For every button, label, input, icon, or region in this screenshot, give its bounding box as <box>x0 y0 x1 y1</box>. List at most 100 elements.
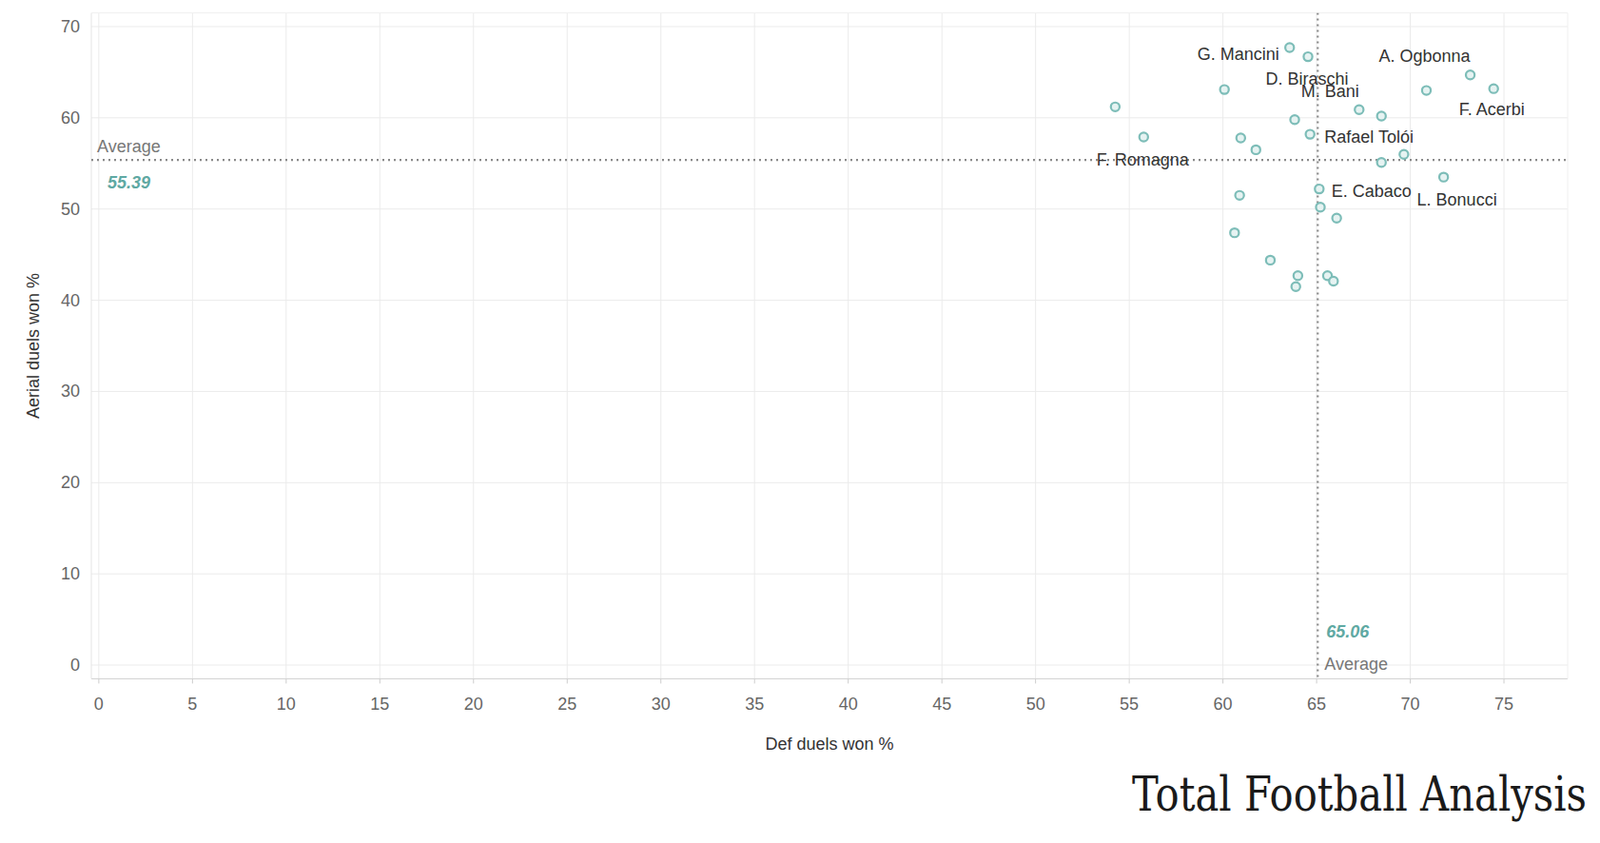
point <box>1399 150 1408 159</box>
x-grid-line <box>1129 13 1131 680</box>
x-grid-line <box>566 13 568 680</box>
point-label: F. Acerbi <box>1459 99 1525 119</box>
y-tick-label: 60 <box>60 108 80 128</box>
point <box>1332 214 1342 223</box>
x-grid-line <box>847 13 849 680</box>
x-tick <box>285 678 287 683</box>
x-tick-label: 35 <box>744 694 764 714</box>
point <box>1289 115 1299 124</box>
y-grid-line <box>91 390 1568 392</box>
x-tick-label: 0 <box>94 694 104 714</box>
point <box>1377 157 1386 167</box>
x-tick <box>1034 678 1036 683</box>
y-axis-line <box>91 13 93 680</box>
x-grid-line <box>1316 13 1318 680</box>
reference-lines <box>91 13 1568 680</box>
x-tick-label: 5 <box>187 694 197 714</box>
x-tick <box>566 678 568 683</box>
point <box>1306 129 1315 138</box>
x-grid-line <box>192 13 194 680</box>
x-tick <box>1503 678 1505 683</box>
x-tick-label: 15 <box>370 694 390 714</box>
y-grid-line <box>91 573 1568 575</box>
average-line <box>91 158 1568 161</box>
point <box>1285 42 1294 52</box>
y-tick-label: 30 <box>60 381 80 401</box>
average-label: Average <box>97 136 161 157</box>
x-tick-label: 10 <box>276 694 296 714</box>
y-grid-line <box>91 482 1568 484</box>
frame-top <box>91 12 1568 14</box>
y-grid-line <box>91 117 1568 118</box>
x-grid-line <box>379 13 381 680</box>
point-label: A. Ogbonna <box>1379 46 1472 66</box>
x-axis-line <box>91 678 1568 680</box>
point-label: G. Mancini <box>1197 44 1280 64</box>
grid <box>91 13 1568 684</box>
x-tick <box>941 678 943 683</box>
x-tick <box>847 678 849 683</box>
point <box>1422 85 1431 95</box>
x-grid-line <box>660 13 662 680</box>
point <box>1439 173 1448 182</box>
chart: 0510152025303540455055606570750102030405… <box>0 0 1600 843</box>
point-label: F. Romagna <box>1096 150 1191 170</box>
y-tick-label: 40 <box>60 291 80 311</box>
x-axis-title: Def duels won % <box>764 734 894 754</box>
x-grid-line <box>1409 13 1411 680</box>
x-tick <box>1316 678 1318 683</box>
point <box>1266 255 1275 265</box>
y-grid-line <box>91 299 1568 301</box>
x-grid-line <box>754 13 756 680</box>
x-tick-label: 60 <box>1213 694 1233 714</box>
x-tick <box>1129 678 1131 683</box>
point <box>1489 84 1499 94</box>
y-tick-label: 0 <box>70 655 80 675</box>
point-label: M. Bani <box>1301 81 1360 101</box>
point-label: Rafael Tolói <box>1324 127 1414 147</box>
x-tick <box>472 678 474 683</box>
x-grid-line <box>941 13 943 680</box>
y-grid-line <box>91 25 1568 27</box>
x-tick-label: 55 <box>1119 694 1139 714</box>
x-tick <box>1222 678 1224 683</box>
average-value: 65.06 <box>1326 622 1370 642</box>
point <box>1377 111 1386 120</box>
x-tick <box>1409 678 1411 683</box>
y-tick-label: 70 <box>60 17 80 37</box>
average-value: 55.39 <box>107 173 151 193</box>
x-tick-label: 25 <box>557 694 577 714</box>
y-grid-line <box>91 208 1568 210</box>
x-tick-label: 40 <box>839 694 859 714</box>
point-label: L. Bonucci <box>1417 190 1498 210</box>
y-tick-label: 20 <box>60 472 80 492</box>
x-tick-label: 70 <box>1401 694 1421 714</box>
x-grid-line <box>1034 13 1036 680</box>
point-label: E. Cabaco <box>1331 181 1412 201</box>
x-tick <box>97 678 99 683</box>
x-tick-label: 50 <box>1026 694 1046 714</box>
point <box>1291 282 1301 292</box>
frame-right <box>1567 13 1569 680</box>
x-grid-line <box>97 13 99 680</box>
average-label: Average <box>1324 654 1388 674</box>
point <box>1229 228 1239 237</box>
x-grid-line <box>1222 13 1224 680</box>
y-axis-title: Aerial duels won % <box>23 273 43 419</box>
x-tick <box>754 678 756 683</box>
point <box>1111 102 1120 112</box>
point <box>1236 133 1246 142</box>
point <box>1139 132 1149 141</box>
x-grid-line <box>285 13 287 680</box>
x-tick <box>192 678 194 683</box>
x-tick-label: 20 <box>464 694 484 714</box>
y-tick-label: 10 <box>60 564 80 584</box>
y-tick-label: 50 <box>60 199 80 219</box>
x-tick-label: 75 <box>1494 694 1514 714</box>
point <box>1314 184 1324 194</box>
point <box>1251 145 1261 155</box>
point <box>1235 191 1245 200</box>
point <box>1303 52 1312 61</box>
x-tick-label: 45 <box>932 694 952 714</box>
x-tick <box>379 678 381 683</box>
